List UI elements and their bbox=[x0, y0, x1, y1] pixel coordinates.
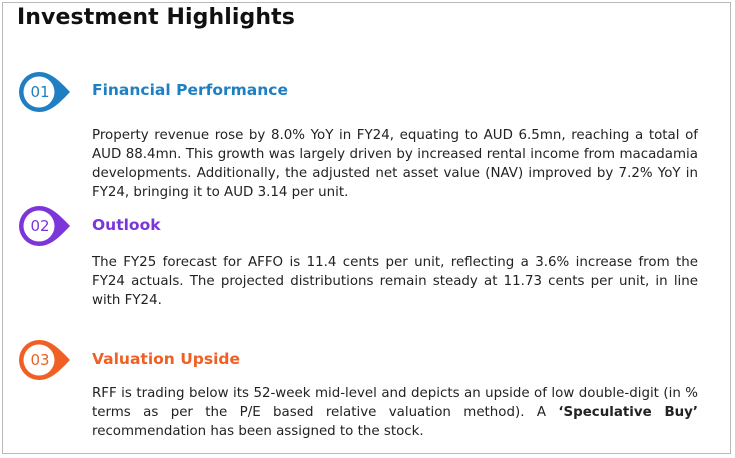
section-body-text: RFF is trading below its 52-week mid-lev… bbox=[92, 386, 698, 420]
recommendation-text: ‘Speculative Buy’ bbox=[558, 405, 698, 420]
number-badge: 01 bbox=[17, 70, 73, 114]
section-body: The FY25 forecast for AFFO is 11.4 cents… bbox=[92, 255, 698, 308]
section-heading: Valuation Upside bbox=[92, 350, 241, 368]
page-title: Investment Highlights bbox=[17, 5, 295, 30]
page-frame bbox=[2, 2, 731, 454]
section-heading: Outlook bbox=[92, 216, 161, 234]
section-body-text-end: recommendation has been assigned to the … bbox=[92, 424, 424, 439]
badge-pin-icon bbox=[19, 340, 70, 380]
section-body: Property revenue rose by 8.0% YoY in FY2… bbox=[92, 128, 698, 200]
number-badge: 03 bbox=[17, 338, 73, 382]
badge-pin-icon bbox=[19, 206, 70, 246]
badge-number: 02 bbox=[30, 217, 50, 235]
number-badge: 02 bbox=[17, 204, 73, 248]
badge-number: 03 bbox=[30, 351, 50, 369]
section-heading: Financial Performance bbox=[92, 81, 288, 99]
badge-number: 01 bbox=[30, 83, 50, 101]
badge-pin-icon bbox=[19, 72, 70, 112]
section-body: RFF is trading below its 52-week mid-lev… bbox=[92, 384, 698, 441]
